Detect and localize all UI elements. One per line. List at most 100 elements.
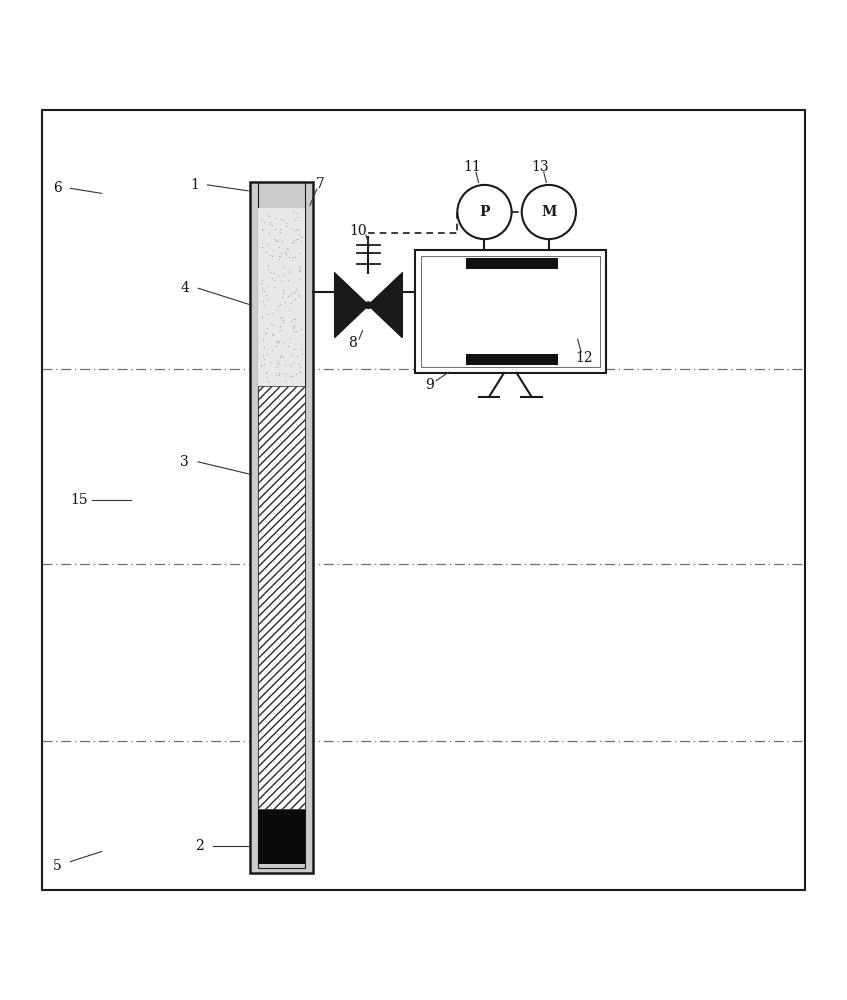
Point	[292, 271, 306, 287]
Text: 7: 7	[316, 177, 324, 191]
Point	[279, 357, 292, 373]
Point	[257, 339, 271, 355]
Point	[280, 366, 293, 382]
Point	[291, 222, 304, 238]
Point	[255, 281, 268, 297]
Point	[286, 203, 300, 219]
Point	[283, 368, 296, 384]
Point	[262, 257, 275, 273]
Point	[271, 233, 285, 249]
Point	[282, 262, 296, 278]
Text: P: P	[479, 205, 490, 219]
Point	[292, 288, 306, 304]
Point	[266, 248, 280, 264]
Point	[261, 206, 274, 222]
Point	[274, 245, 288, 261]
Point	[265, 326, 279, 342]
Point	[283, 330, 296, 346]
Bar	[421, 256, 600, 367]
Point	[268, 210, 282, 226]
Point	[277, 365, 291, 381]
Circle shape	[457, 185, 512, 239]
Point	[284, 347, 297, 363]
Point	[276, 314, 290, 330]
Point	[276, 349, 290, 365]
Text: 4: 4	[180, 281, 189, 295]
Point	[280, 218, 293, 234]
Point	[270, 334, 284, 350]
Point	[272, 333, 285, 349]
Point	[273, 221, 286, 237]
Bar	[467, 258, 558, 269]
Point	[266, 327, 280, 343]
Point	[263, 247, 277, 263]
Point	[261, 306, 274, 322]
Polygon shape	[335, 273, 368, 337]
Point	[291, 356, 305, 372]
Point	[277, 212, 291, 228]
Point	[276, 312, 290, 328]
Point	[267, 231, 280, 247]
Point	[275, 310, 289, 326]
Point	[274, 224, 287, 240]
Point	[265, 270, 279, 286]
Point	[263, 214, 277, 230]
Point	[289, 323, 302, 339]
Point	[279, 373, 292, 389]
Point	[255, 272, 268, 288]
Point	[274, 211, 288, 227]
Point	[255, 211, 268, 227]
Point	[293, 364, 307, 380]
Point	[294, 321, 307, 337]
Point	[292, 287, 306, 303]
Point	[288, 284, 302, 300]
Point	[289, 212, 302, 228]
Point	[284, 286, 297, 302]
Point	[284, 220, 297, 236]
Bar	[415, 250, 606, 373]
Point	[282, 288, 296, 304]
Text: 8: 8	[348, 336, 357, 350]
Circle shape	[522, 185, 576, 239]
Point	[271, 298, 285, 314]
Text: 12: 12	[576, 351, 593, 365]
Point	[291, 209, 304, 225]
Bar	[467, 354, 558, 365]
Text: 1: 1	[191, 178, 199, 192]
Point	[271, 354, 285, 370]
Point	[256, 293, 269, 309]
Point	[261, 373, 274, 389]
Point	[286, 249, 300, 265]
Point	[263, 225, 276, 241]
Bar	[258, 182, 305, 868]
Point	[290, 231, 303, 247]
Point	[292, 226, 306, 242]
Point	[268, 233, 281, 249]
Circle shape	[365, 302, 372, 308]
Point	[256, 310, 269, 326]
Point	[288, 232, 302, 248]
Point	[259, 244, 273, 260]
Point	[289, 221, 302, 237]
Point	[288, 341, 302, 357]
Point	[263, 216, 276, 232]
Point	[277, 334, 291, 350]
Point	[272, 356, 285, 372]
Point	[260, 365, 274, 381]
Point	[256, 332, 269, 348]
Point	[294, 229, 307, 245]
Point	[291, 348, 304, 364]
Point	[276, 267, 290, 283]
Point	[261, 291, 274, 307]
Point	[267, 317, 280, 333]
Point	[286, 355, 300, 371]
Point	[274, 233, 288, 249]
Point	[286, 320, 300, 336]
Text: 10: 10	[350, 224, 367, 238]
Point	[282, 302, 296, 318]
Point	[268, 272, 281, 288]
Point	[285, 285, 299, 301]
Point	[266, 242, 280, 258]
Point	[268, 332, 282, 348]
Text: M: M	[541, 205, 556, 219]
